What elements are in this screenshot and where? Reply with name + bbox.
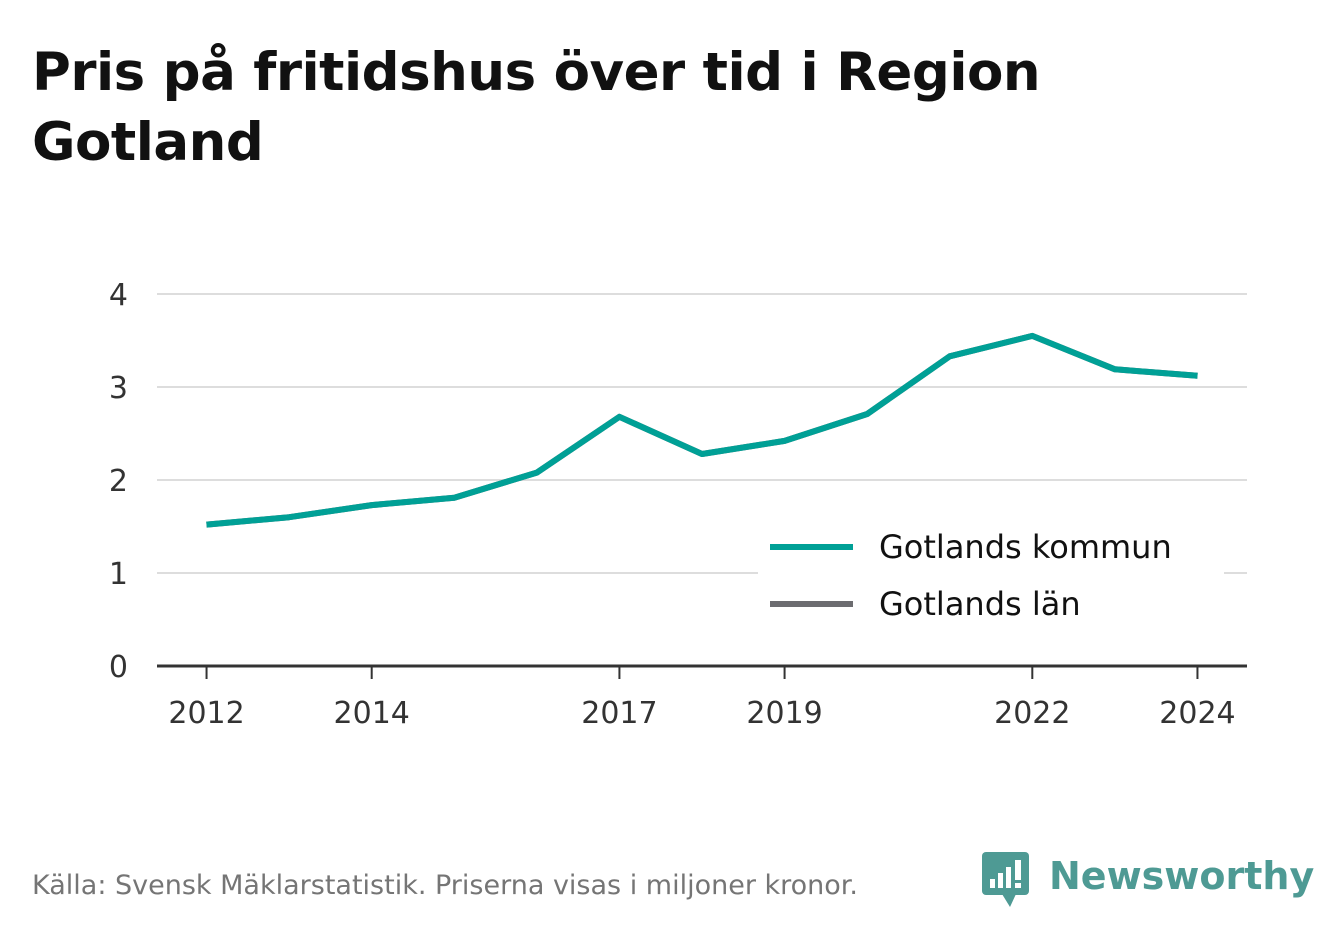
y-tick-label-1: 1 (109, 557, 128, 592)
x-tick-label-2019: 2019 (746, 696, 822, 731)
source-note: Källa: Svensk Mäklarstatistik. Priserna … (32, 870, 859, 901)
x-tick-label-2012: 2012 (168, 696, 244, 731)
newsworthy-logo-icon (982, 852, 1029, 907)
x-tick-label-2017: 2017 (581, 696, 657, 731)
brand-name: Newsworthy (1049, 854, 1315, 898)
x-tick-label-2022: 2022 (994, 696, 1070, 731)
y-tick-label-2: 2 (109, 464, 128, 499)
series-lines (206, 332, 1198, 528)
y-axis-ticks: 0 1 2 3 4 (109, 278, 128, 685)
y-tick-label-4: 4 (109, 278, 128, 313)
x-axis: 2012 2014 2017 2019 2022 2024 (157, 664, 1247, 731)
x-tick-label-2024: 2024 (1159, 696, 1235, 731)
legend: Gotlands kommun Gotlands län (758, 522, 1224, 623)
y-tick-label-3: 3 (109, 371, 128, 406)
series-line-gotlands-kommun (206, 332, 1198, 528)
chart-title: Pris på fritidshus över tid i Region Got… (32, 42, 1041, 173)
line-chart: 0 1 2 3 4 2012 2014 2017 2019 2022 2024 Gotlands … (109, 278, 1247, 731)
x-tick-label-2014: 2014 (334, 696, 410, 731)
legend-label-gotlands-l-n: Gotlands län (879, 585, 1081, 623)
series-line-gotlands-l-n (206, 332, 1198, 528)
y-tick-label-0: 0 (109, 650, 128, 685)
legend-label-gotlands-kommun: Gotlands kommun (879, 528, 1172, 566)
